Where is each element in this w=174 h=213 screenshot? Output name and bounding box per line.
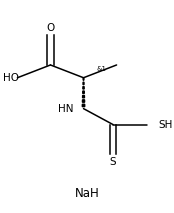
Text: SH: SH	[158, 120, 173, 130]
Text: S: S	[110, 157, 116, 167]
Text: HO: HO	[3, 73, 19, 83]
Polygon shape	[83, 95, 84, 98]
Polygon shape	[83, 91, 84, 94]
Polygon shape	[82, 100, 85, 102]
Text: O: O	[46, 23, 55, 33]
Polygon shape	[83, 86, 84, 89]
Polygon shape	[83, 82, 84, 85]
Text: NaH: NaH	[75, 187, 99, 200]
Text: HN: HN	[58, 104, 74, 114]
Text: &1: &1	[97, 66, 106, 72]
Polygon shape	[82, 104, 85, 107]
Polygon shape	[83, 78, 84, 80]
